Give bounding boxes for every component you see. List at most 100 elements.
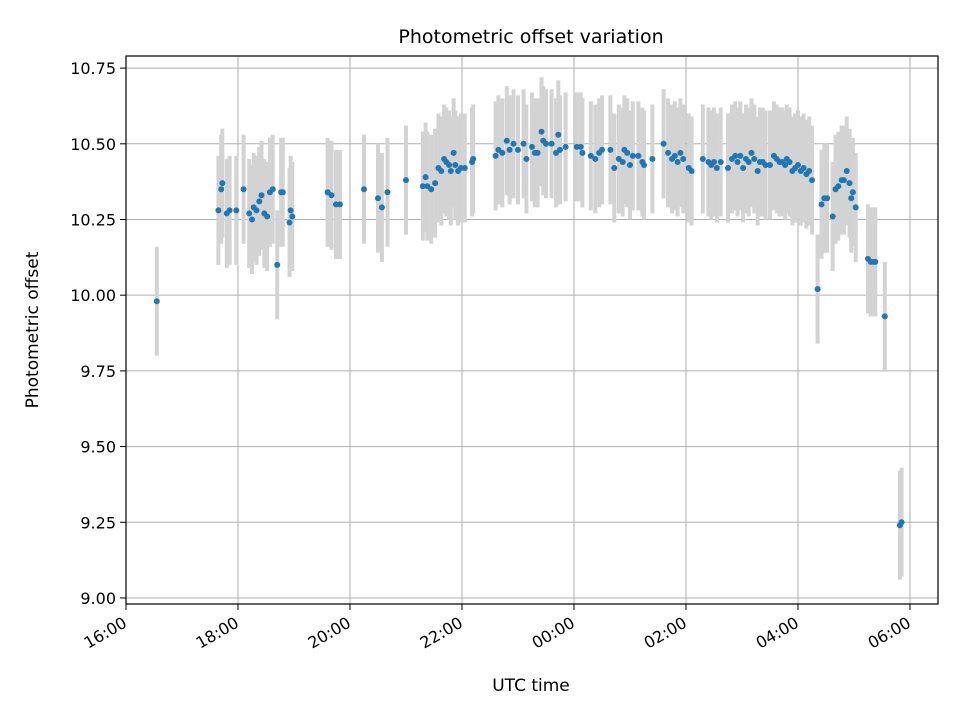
data-point — [881, 313, 888, 320]
data-point — [253, 207, 260, 214]
data-point — [713, 165, 720, 172]
data-point — [153, 298, 160, 305]
data-point — [274, 261, 281, 268]
data-point — [607, 146, 614, 153]
data-point — [846, 180, 853, 187]
data-point — [814, 286, 821, 293]
plot-frame — [125, 55, 939, 605]
chart-title: Photometric offset variation — [398, 26, 663, 48]
data-point — [328, 192, 335, 199]
data-point — [688, 168, 695, 175]
data-point — [249, 216, 255, 223]
data-point — [587, 152, 594, 159]
data-point — [562, 143, 569, 150]
data-point — [641, 161, 647, 168]
data-point — [256, 198, 263, 205]
data-point — [361, 186, 367, 193]
data-point — [809, 177, 815, 184]
data-point — [557, 146, 563, 153]
y-axis-label: Photometric offset — [23, 251, 43, 408]
data-point — [852, 204, 859, 211]
data-point — [599, 146, 605, 153]
data-point — [824, 195, 831, 202]
data-point — [717, 158, 724, 165]
data-point — [534, 149, 541, 156]
data-point — [680, 155, 687, 162]
data-point — [279, 189, 286, 196]
data-point — [233, 207, 240, 214]
data-point — [649, 155, 656, 162]
data-point — [732, 152, 739, 159]
data-point — [470, 155, 477, 162]
data-point — [264, 213, 271, 220]
data-point — [432, 180, 439, 187]
data-point — [548, 140, 555, 147]
data-point — [286, 219, 293, 226]
data-point — [627, 161, 633, 168]
y-tick-label: 9.75 — [80, 362, 116, 381]
y-tick-label: 10.75 — [70, 59, 116, 78]
data-point — [629, 152, 636, 159]
data-point — [492, 152, 499, 159]
data-point — [579, 149, 586, 156]
data-point — [725, 165, 731, 172]
data-point — [461, 165, 468, 172]
data-point — [446, 161, 453, 168]
data-point — [226, 207, 233, 214]
data-point — [849, 189, 856, 196]
data-point — [538, 128, 545, 135]
data-point — [287, 207, 294, 214]
data-point — [762, 161, 769, 168]
data-point — [403, 177, 409, 184]
data-point — [843, 168, 850, 175]
data-point — [438, 168, 445, 175]
data-point — [336, 201, 343, 208]
y-tick-label: 10.00 — [70, 286, 116, 305]
data-point — [782, 161, 789, 168]
y-tick-label: 10.50 — [70, 135, 116, 154]
data-point — [660, 140, 667, 147]
data-point — [872, 258, 879, 265]
y-tick-label: 9.25 — [80, 513, 116, 532]
data-point — [829, 213, 836, 220]
data-point — [800, 165, 807, 172]
data-point — [635, 152, 642, 159]
data-point — [711, 158, 717, 165]
data-point — [246, 210, 253, 217]
y-tick-label: 9.50 — [80, 438, 116, 457]
data-point — [745, 158, 752, 165]
data-point — [240, 186, 247, 193]
data-point — [218, 186, 225, 193]
data-point — [520, 140, 527, 147]
y-axis-ticks: 9.00 9.25 9.50 9.75 10.00 10.25 10.50 10.75 — [70, 59, 126, 608]
y-tick-label: 10.25 — [70, 210, 116, 229]
data-point — [523, 155, 530, 162]
data-point — [795, 161, 801, 168]
data-point — [619, 158, 626, 165]
data-point — [737, 152, 744, 159]
data-points — [153, 128, 905, 529]
data-point — [677, 149, 684, 156]
data-point — [806, 168, 813, 175]
data-point — [840, 177, 847, 184]
data-point — [419, 183, 426, 190]
data-point — [378, 204, 385, 211]
data-point — [506, 146, 513, 153]
data-point — [428, 186, 435, 193]
data-point — [452, 161, 459, 168]
data-point — [699, 155, 706, 162]
data-point — [848, 195, 855, 202]
data-point — [447, 168, 454, 175]
data-point — [258, 192, 265, 199]
data-point — [543, 140, 549, 147]
data-point — [555, 131, 562, 138]
data-point — [510, 140, 517, 147]
data-point — [898, 519, 905, 526]
data-point — [215, 207, 222, 214]
data-point — [375, 195, 381, 202]
data-point — [577, 143, 584, 150]
data-point — [499, 149, 506, 156]
data-point — [674, 158, 681, 165]
